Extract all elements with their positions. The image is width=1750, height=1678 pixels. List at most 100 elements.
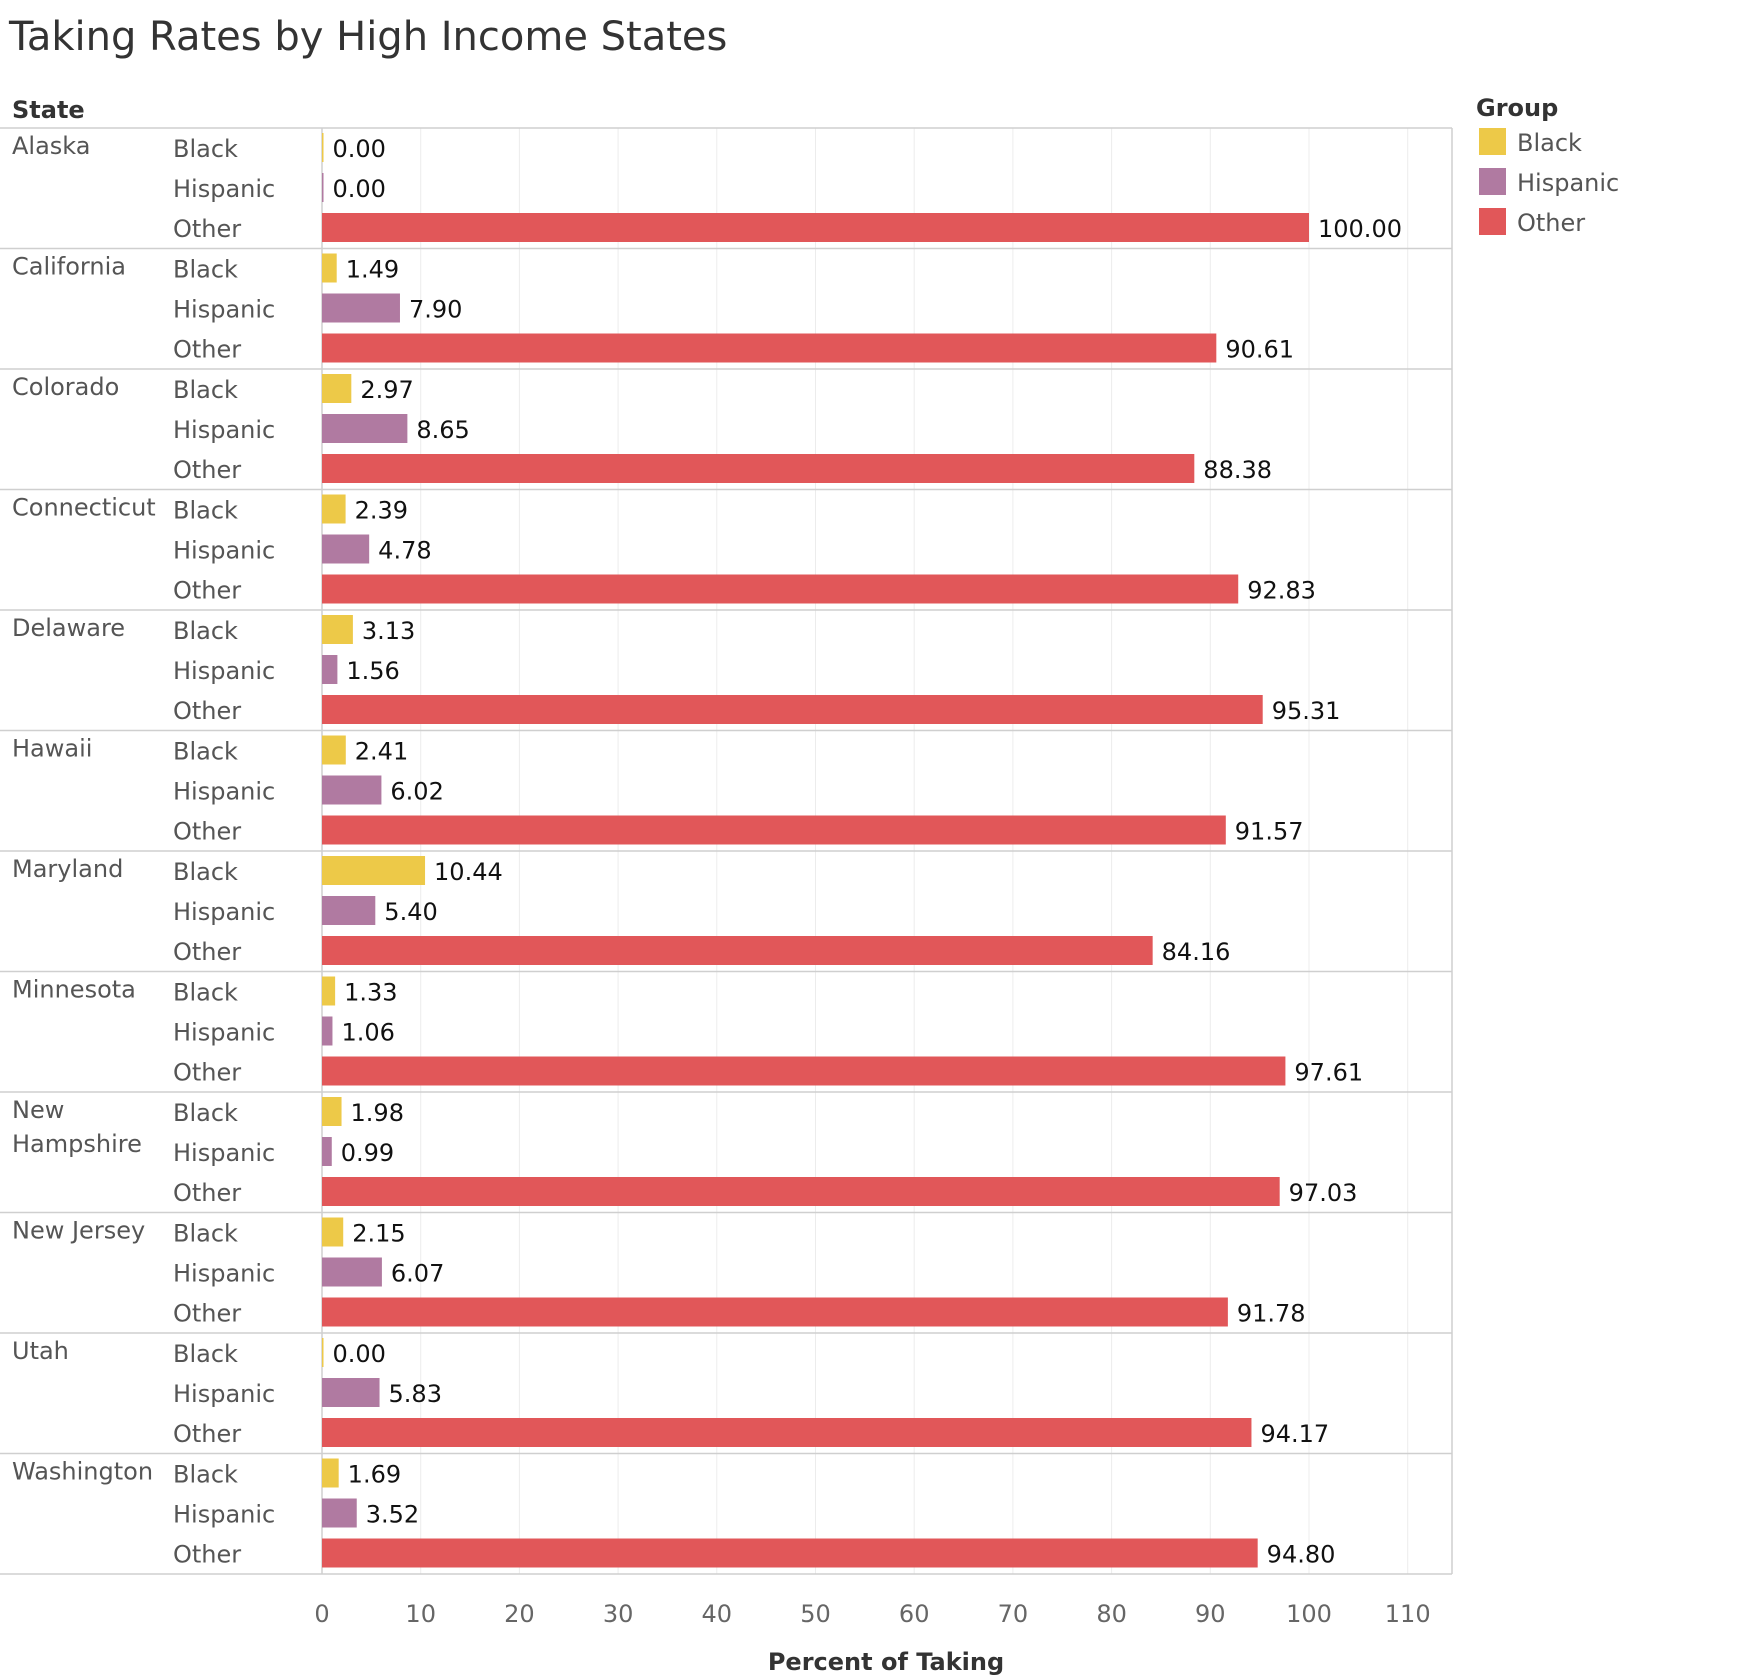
bar-other	[322, 1297, 1228, 1327]
legend-title: Group	[1476, 94, 1558, 122]
data-label: 10.44	[434, 858, 503, 886]
data-label: 91.78	[1237, 1300, 1306, 1328]
bar-hispanic	[322, 534, 370, 564]
state-label: New Hampshire	[12, 1096, 142, 1158]
data-label: 84.16	[1162, 938, 1231, 966]
data-label: 3.13	[362, 617, 415, 645]
x-tick-label: 110	[1385, 1600, 1431, 1628]
data-label: 97.61	[1294, 1059, 1363, 1087]
data-label: 0.00	[333, 135, 386, 163]
data-label: 97.03	[1289, 1179, 1358, 1207]
x-tick-label: 60	[899, 1600, 930, 1628]
bar-black	[322, 1458, 339, 1488]
row-header-state: State	[12, 96, 85, 124]
group-label: Other	[173, 577, 241, 605]
data-label: 7.90	[409, 296, 462, 324]
bar-hispanic	[322, 1378, 380, 1407]
bar-other	[322, 1538, 1258, 1568]
state-label: Delaware	[12, 614, 125, 642]
x-tick-label: 20	[504, 1600, 535, 1628]
group-label: Black	[173, 1220, 238, 1248]
group-label: Hispanic	[173, 175, 275, 203]
bar-black	[322, 615, 353, 644]
group-label: Black	[173, 979, 238, 1007]
group-label: Other	[173, 1541, 241, 1569]
data-label: 4.78	[378, 537, 431, 565]
data-label: 0.99	[341, 1139, 394, 1167]
group-label: Hispanic	[173, 778, 275, 806]
group-label: Hispanic	[173, 296, 275, 324]
bar-hispanic	[322, 1498, 357, 1528]
state-label: California	[12, 253, 126, 281]
bar-hispanic	[322, 655, 338, 684]
bar-other	[322, 213, 1309, 242]
bar-hispanic	[322, 1137, 332, 1166]
state-label: Alaska	[12, 132, 90, 160]
x-tick-label: 70	[998, 1600, 1029, 1628]
group-label: Other	[173, 1059, 241, 1087]
bar-other	[322, 695, 1263, 724]
legend-label-black: Black	[1517, 129, 1582, 157]
x-axis-label: Percent of Taking	[768, 1648, 1004, 1676]
group-label: Other	[173, 1179, 241, 1207]
state-label: Utah	[12, 1337, 69, 1365]
bar-hispanic	[322, 775, 382, 805]
x-tick-label: 50	[800, 1600, 831, 1628]
group-label: Other	[173, 1300, 241, 1328]
group-label: Black	[173, 497, 238, 525]
data-label: 92.83	[1247, 577, 1316, 605]
group-label: Hispanic	[173, 1380, 275, 1408]
data-label: 0.00	[333, 1340, 386, 1368]
bar-hispanic	[322, 293, 400, 323]
bar-black	[322, 374, 352, 403]
data-label: 5.40	[384, 898, 437, 926]
x-tick-label: 10	[405, 1600, 436, 1628]
bar-hispanic	[322, 896, 376, 925]
group-label: Other	[173, 456, 241, 484]
data-label: 1.06	[341, 1019, 394, 1047]
bar-black	[322, 133, 324, 162]
axis-layer: 0 10 20 30 40 50 60 70 80 90 100 110 Percent of Taki…	[314, 1600, 1430, 1676]
bar-black	[322, 253, 337, 283]
group-label: Black	[173, 376, 238, 404]
data-label: 1.98	[351, 1099, 404, 1127]
data-label: 5.83	[389, 1380, 442, 1408]
bar-layer: 0.00 0.00 100.00 1.49 7.90 90.61 2.978.65 88.38…	[322, 133, 1402, 1569]
group-label: Black	[173, 135, 238, 163]
group-label: Hispanic	[173, 1139, 275, 1167]
group-label: Black	[173, 1099, 238, 1127]
x-tick-label: 0	[314, 1600, 329, 1628]
group-label: Hispanic	[173, 537, 275, 565]
data-label: 6.02	[390, 778, 443, 806]
data-label: 1.69	[348, 1461, 401, 1489]
bar-black	[322, 1097, 342, 1126]
state-label: Minnesota	[12, 976, 136, 1004]
data-label: 90.61	[1225, 336, 1294, 364]
state-label: Washington	[12, 1458, 153, 1486]
legend-label-other: Other	[1517, 209, 1585, 237]
group-label: Other	[173, 818, 241, 846]
bar-other	[322, 1177, 1280, 1206]
group-label: Other	[173, 938, 241, 966]
data-label: 2.41	[355, 738, 408, 766]
group-label: Hispanic	[173, 898, 275, 926]
group-label: Other	[173, 697, 241, 725]
group-label: Black	[173, 738, 238, 766]
bar-hispanic	[322, 1016, 333, 1046]
x-tick-label: 90	[1195, 1600, 1226, 1628]
bar-other	[322, 574, 1239, 604]
data-label: 94.17	[1260, 1420, 1329, 1448]
data-label: 95.31	[1272, 697, 1341, 725]
bar-other	[322, 333, 1217, 363]
bar-other	[322, 936, 1153, 965]
legend-swatch-hispanic	[1479, 168, 1506, 195]
data-label: 6.07	[391, 1260, 444, 1288]
group-label: Hispanic	[173, 657, 275, 685]
legend-swatch-black	[1479, 128, 1506, 155]
bar-other	[322, 1418, 1252, 1447]
state-label: Maryland	[12, 855, 123, 883]
group-label: Other	[173, 1420, 241, 1448]
data-label: 1.56	[346, 657, 399, 685]
state-label: Connecticut	[12, 494, 156, 522]
